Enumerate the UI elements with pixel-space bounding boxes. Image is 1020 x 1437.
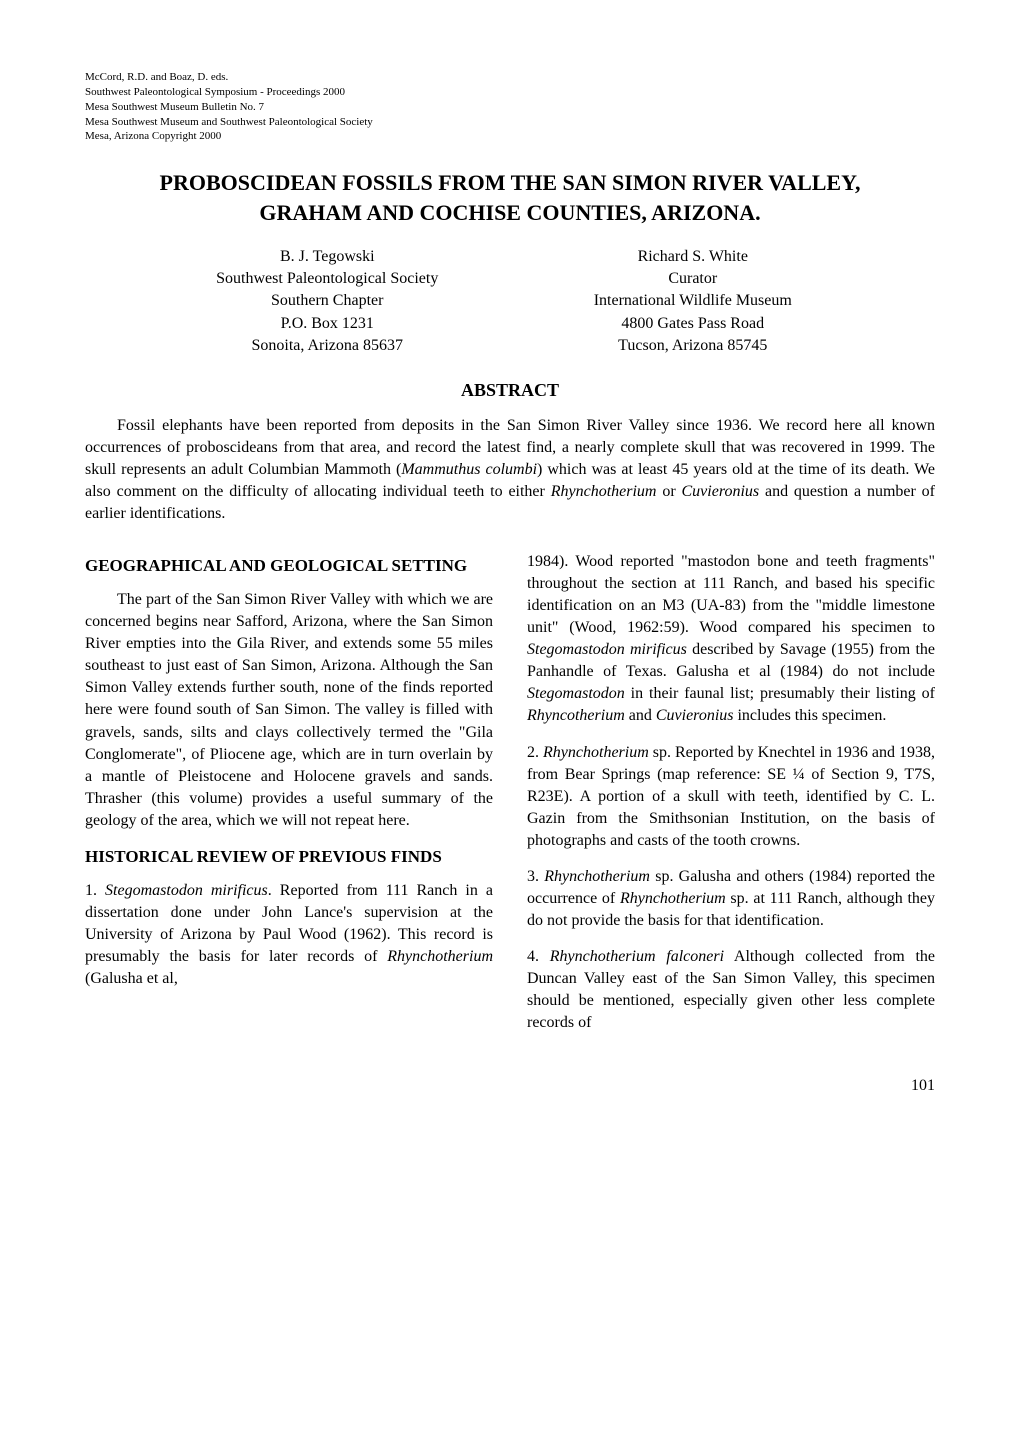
item1c-taxon-2: Stegomastodon [527, 685, 625, 702]
abstract-body: Fossil elephants have been reported from… [85, 415, 935, 525]
historical-item-1: 1. Stegomastodon mirificus. Reported fro… [85, 880, 493, 990]
item4-number: 4. [527, 948, 550, 965]
author-right-name: Richard S. White [510, 246, 876, 268]
item2-number: 2. [527, 744, 543, 761]
historical-item-3: 3. Rhynchotherium sp. Galusha and others… [527, 866, 935, 932]
title-line-2: GRAHAM AND COCHISE COUNTIES, ARIZONA. [85, 198, 935, 228]
title-line-1: PROBOSCIDEAN FOSSILS FROM THE SAN SIMON … [85, 168, 935, 198]
item3-taxon-2: Rhynchotherium [620, 890, 726, 907]
author-right-affil4: Tucson, Arizona 85745 [510, 335, 876, 357]
meta-line-2: Southwest Paleontological Symposium - Pr… [85, 85, 935, 100]
page-number: 101 [85, 1077, 935, 1095]
item1c-and: and [625, 707, 656, 724]
abstract-taxon-2: Rhynchotherium [551, 483, 657, 500]
item2-taxon: Rhynchotherium [543, 744, 649, 761]
historical-item-4: 4. Rhynchotherium falconeri Although col… [527, 946, 935, 1034]
item3-taxon-1: Rhynchotherium [544, 868, 650, 885]
item1c-text-3: in their faunal list; presumably their l… [625, 685, 935, 702]
item1c-text-1: 1984). Wood reported "mastodon bone and … [527, 553, 935, 636]
abstract-taxon-3: Cuvieronius [682, 483, 760, 500]
publication-meta: McCord, R.D. and Boaz, D. eds. Southwest… [85, 70, 935, 144]
item1-taxon: Stegomastodon mirificus [105, 882, 268, 899]
abstract-heading: ABSTRACT [85, 380, 935, 401]
historical-item-2: 2. Rhynchotherium sp. Reported by Knecht… [527, 742, 935, 852]
author-left-affil2: Southern Chapter [145, 290, 511, 312]
section-heading-geographical: GEOGRAPHICAL AND GEOLOGICAL SETTING [85, 555, 493, 577]
meta-line-3: Mesa Southwest Museum Bulletin No. 7 [85, 100, 935, 115]
authors-block: B. J. Tegowski Southwest Paleontological… [145, 246, 876, 358]
author-left-name: B. J. Tegowski [145, 246, 511, 268]
historical-item-1-continued: 1984). Wood reported "mastodon bone and … [527, 551, 935, 728]
abstract-or: or [656, 483, 681, 500]
author-left: B. J. Tegowski Southwest Paleontological… [145, 246, 511, 358]
item1-taxon-2: Rhynchotherium [387, 948, 493, 965]
author-left-affil3: P.O. Box 1231 [145, 313, 511, 335]
meta-line-5: Mesa, Arizona Copyright 2000 [85, 129, 935, 144]
author-right-affil1: Curator [510, 268, 876, 290]
author-right-affil2: International Wildlife Museum [510, 290, 876, 312]
meta-line-1: McCord, R.D. and Boaz, D. eds. [85, 70, 935, 85]
author-left-affil1: Southwest Paleontological Society [145, 268, 511, 290]
geographical-paragraph-1: The part of the San Simon River Valley w… [85, 589, 493, 832]
author-right: Richard S. White Curator International W… [510, 246, 876, 358]
meta-line-4: Mesa Southwest Museum and Southwest Pale… [85, 115, 935, 130]
item4-taxon: Rhynchotherium falconeri [550, 948, 724, 965]
item1c-text-4: includes this specimen. [733, 707, 886, 724]
author-left-affil4: Sonoita, Arizona 85637 [145, 335, 511, 357]
section-heading-historical: HISTORICAL REVIEW OF PREVIOUS FINDS [85, 846, 493, 868]
item1-number: 1. [85, 882, 105, 899]
paper-title: PROBOSCIDEAN FOSSILS FROM THE SAN SIMON … [85, 168, 935, 227]
abstract-taxon-1: Mammuthus columbi [401, 461, 537, 478]
author-right-affil3: 4800 Gates Pass Road [510, 313, 876, 335]
item1c-taxon-3: Rhyncotherium [527, 707, 625, 724]
right-column: 1984). Wood reported "mastodon bone and … [527, 551, 935, 1049]
body-columns: GEOGRAPHICAL AND GEOLOGICAL SETTING The … [85, 551, 935, 1049]
item1c-taxon-4: Cuvieronius [656, 707, 734, 724]
item1-text-2: (Galusha et al, [85, 970, 178, 987]
item3-number: 3. [527, 868, 544, 885]
left-column: GEOGRAPHICAL AND GEOLOGICAL SETTING The … [85, 551, 493, 1049]
item1c-taxon-1: Stegomastodon mirificus [527, 641, 687, 658]
